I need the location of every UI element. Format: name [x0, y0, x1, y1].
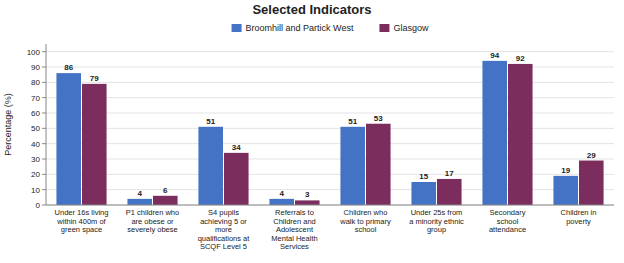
category-label: Referrals toChildren andAdolescentMental…: [271, 208, 317, 251]
y-axis: 0 10 20 30 40 50 60 70 80 90 100: [27, 48, 614, 210]
legend-item: Glasgow: [379, 23, 429, 33]
bar: [340, 127, 365, 205]
data-label: 86: [64, 63, 73, 72]
bar: [579, 161, 604, 205]
data-label: 51: [348, 117, 357, 126]
legend-label: Broomhill and Partick West: [246, 23, 354, 33]
tick-label: 0: [36, 201, 41, 210]
chart-container: 0 10 20 30 40 50 60 70 80 90 100 86 4 51 4 51 15 94 19 79 6 3…: [0, 0, 624, 263]
legend-label: Glasgow: [393, 23, 429, 33]
y-axis-line: [46, 44, 47, 205]
data-label: 92: [516, 54, 525, 63]
x-axis-line: [46, 205, 614, 206]
tick-label: 90: [31, 63, 40, 72]
bar: [295, 200, 320, 205]
grid-line: [46, 205, 614, 206]
tick-label: 70: [31, 94, 40, 103]
data-label: 34: [232, 143, 241, 152]
bar: [198, 127, 223, 205]
bar: [82, 84, 107, 205]
legend: Broomhill and Partick West Glasgow: [232, 23, 429, 33]
data-label: 94: [490, 51, 499, 60]
tick-label: 60: [31, 109, 40, 118]
tick-label: 40: [31, 140, 40, 149]
tick-mark: [42, 51, 46, 52]
data-label: 3: [305, 190, 310, 199]
bar: [269, 199, 294, 205]
tick-label: 80: [31, 78, 40, 87]
tick-mark: [42, 205, 46, 206]
tick-mark: [42, 82, 46, 83]
title: Selected Indicators: [252, 2, 371, 17]
data-label: 51: [206, 117, 215, 126]
bar: [437, 179, 462, 205]
tick-mark: [42, 143, 46, 144]
category-label: Children inpoverty: [561, 208, 597, 226]
legend-swatch: [232, 24, 242, 32]
grid-line: [46, 51, 614, 52]
tick-mark: [42, 97, 46, 98]
tick-label: 100: [27, 48, 41, 57]
tick-label: 10: [31, 186, 40, 195]
data-label: 6: [163, 186, 168, 195]
tick-mark: [42, 174, 46, 175]
data-label: 29: [587, 151, 596, 160]
bar: [482, 61, 507, 205]
tick-label: 20: [31, 170, 40, 179]
tick-mark: [42, 159, 46, 160]
tick-label: 30: [31, 155, 40, 164]
bar: [127, 199, 152, 205]
legend-swatch: [379, 24, 389, 32]
tick-label: 50: [31, 124, 40, 133]
bar: [411, 182, 436, 205]
axis-label: Percentage (%): [3, 93, 13, 156]
data-label: 17: [445, 169, 454, 178]
bars: [56, 61, 603, 205]
category-label: Under 25s froma minority ethnicgroup: [409, 208, 464, 234]
chart-svg: 0 10 20 30 40 50 60 70 80 90 100 86 4 51 4 51 15 94 19 79 6 3…: [0, 0, 624, 263]
category-label: Children whowalk to primaryschool: [339, 208, 391, 234]
bar: [366, 124, 391, 205]
x-axis: Under 16s livingwithin 400m ofgreen spac…: [55, 208, 597, 251]
tick-mark: [42, 113, 46, 114]
category-label: P1 children whoare obese orseverely obes…: [126, 208, 179, 234]
tick-mark: [42, 189, 46, 190]
tick-mark: [42, 128, 46, 129]
category-label: Secondaryschoolattendance: [489, 208, 526, 234]
bar: [508, 64, 533, 205]
data-labels: 86 4 51 4 51 15 94 19 79 6 34 3 53 17 92 29: [64, 51, 596, 200]
data-label: 15: [419, 172, 428, 181]
tick-mark: [42, 67, 46, 68]
data-label: 79: [90, 74, 99, 83]
data-label: 53: [374, 114, 383, 123]
bar: [153, 196, 178, 205]
legend-item: Broomhill and Partick West: [232, 23, 354, 33]
data-label: 4: [279, 189, 284, 198]
data-label: 4: [137, 189, 142, 198]
data-label: 19: [561, 166, 570, 175]
category-label: S4 pupilsachieving 5 ormorequalification…: [198, 208, 251, 251]
bar: [553, 176, 578, 205]
bar: [224, 153, 249, 205]
bar: [56, 73, 81, 205]
category-label: Under 16s livingwithin 400m ofgreen spac…: [55, 208, 109, 234]
